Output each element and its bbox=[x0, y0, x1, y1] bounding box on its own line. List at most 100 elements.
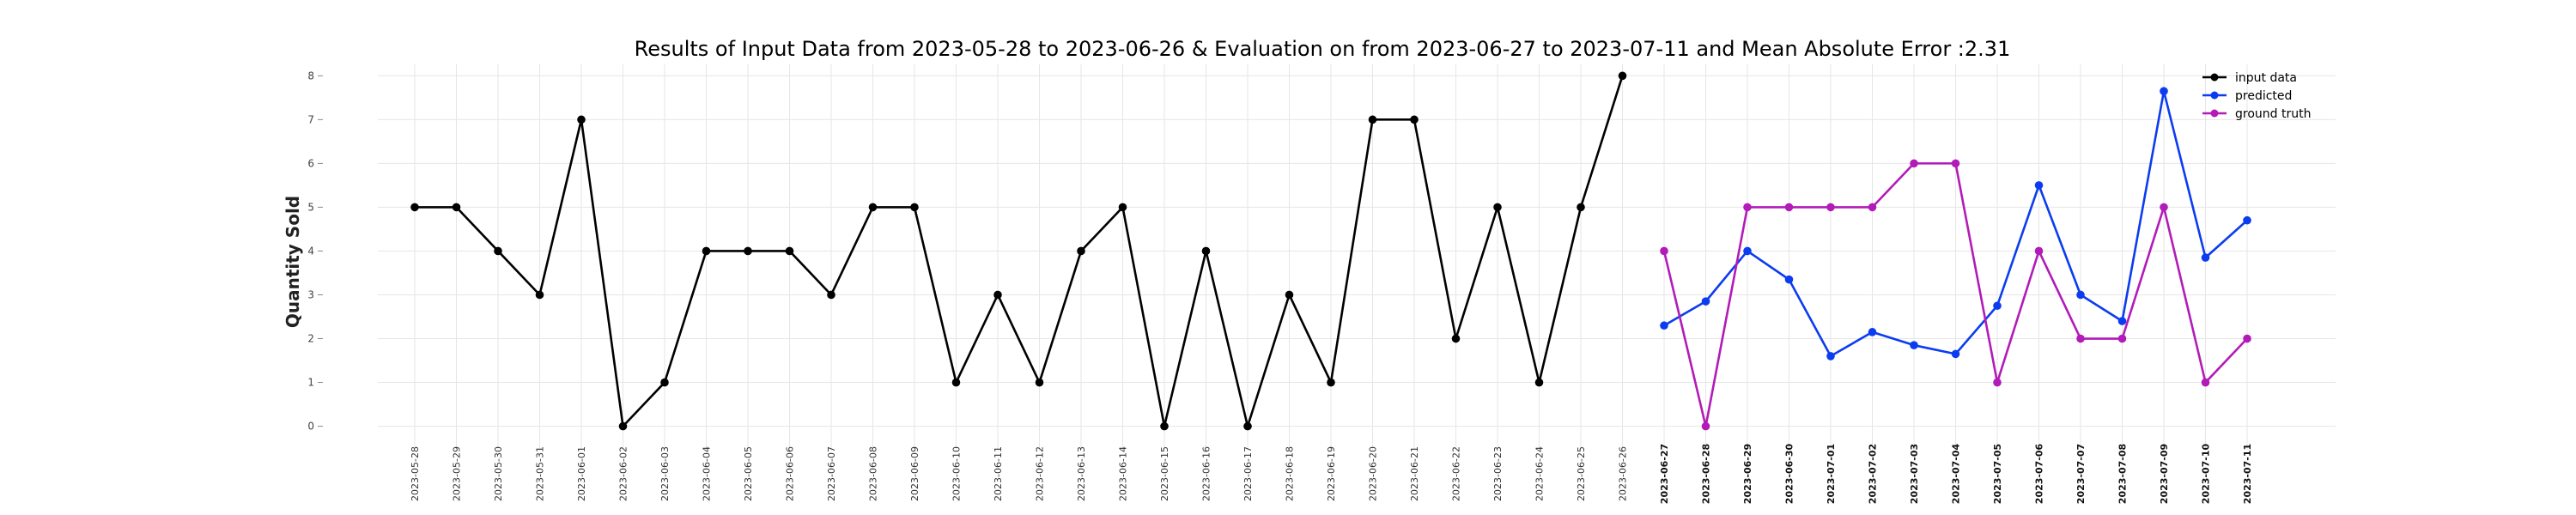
predicted-point bbox=[1743, 246, 1752, 256]
y-tick-label: 7 bbox=[307, 113, 314, 125]
input-data-point bbox=[1285, 290, 1294, 300]
input-data-point bbox=[535, 290, 544, 300]
y-axis-label: Quantity Sold bbox=[283, 196, 303, 328]
x-tick-label: 2023-06-01 bbox=[576, 446, 587, 501]
input-data-point bbox=[785, 246, 794, 256]
predicted-point bbox=[2117, 317, 2127, 325]
legend-predicted-label: predicted bbox=[2235, 89, 2292, 103]
input-data-point bbox=[1410, 115, 1419, 124]
input-data-line bbox=[415, 75, 1624, 427]
x-tick-label: 2023-06-08 bbox=[868, 446, 879, 501]
x-axis: 2023-05-28 2023-05-29 2023-05-30 2023-05-31… bbox=[410, 443, 2253, 504]
x-tick-label: 2023-07-03 bbox=[1909, 444, 1920, 504]
y-tick-label: 8 bbox=[307, 70, 314, 82]
x-tick-label: 2023-06-09 bbox=[909, 446, 920, 501]
x-tick-label: 2023-06-11 bbox=[993, 446, 1004, 501]
input-data-point bbox=[1493, 203, 1502, 212]
x-tick-label: 2023-06-29 bbox=[1742, 444, 1753, 504]
legend-input-data-marker bbox=[2210, 73, 2219, 82]
predicted-point bbox=[1993, 301, 2002, 311]
predicted-point bbox=[2201, 253, 2210, 262]
series bbox=[410, 71, 2251, 431]
x-tick-label: 2023-06-21 bbox=[1409, 446, 1420, 501]
input-data-point bbox=[660, 378, 669, 387]
x-tick-label: 2023-06-02 bbox=[618, 446, 629, 501]
ground-truth-point bbox=[1868, 203, 1877, 212]
input-data-point bbox=[1077, 246, 1085, 256]
ground-truth-point bbox=[2034, 246, 2044, 256]
ground-truth-point bbox=[1701, 421, 1710, 431]
predicted-point bbox=[1868, 328, 1877, 336]
ground-truth-point bbox=[1951, 159, 1960, 168]
input-data-point bbox=[452, 203, 461, 212]
legend-ground-truth-label: ground truth bbox=[2235, 107, 2311, 121]
x-tick-label: 2023-07-02 bbox=[1868, 444, 1879, 504]
x-tick-label: 2023-06-20 bbox=[1368, 446, 1379, 501]
predicted-point bbox=[1951, 349, 1960, 359]
x-tick-label: 2023-06-23 bbox=[1492, 446, 1504, 501]
x-tick-label: 2023-07-08 bbox=[2117, 444, 2129, 504]
predicted-point bbox=[2160, 87, 2168, 95]
x-tick-label: 2023-07-11 bbox=[2242, 444, 2253, 504]
x-tick-label: 2023-06-16 bbox=[1201, 446, 1212, 501]
input-data-point bbox=[1534, 378, 1544, 387]
ground-truth-point bbox=[1910, 159, 1918, 168]
x-tick-label: 2023-07-09 bbox=[2159, 444, 2170, 504]
input-data-point bbox=[1327, 378, 1335, 387]
x-tick-label: 2023-07-01 bbox=[1826, 444, 1837, 504]
x-tick-label: 2023-05-28 bbox=[410, 446, 421, 501]
ground-truth-point bbox=[1743, 203, 1752, 212]
input-data-point bbox=[951, 378, 961, 387]
x-tick-label: 2023-06-12 bbox=[1035, 446, 1046, 501]
input-data-point bbox=[702, 246, 711, 256]
x-tick-label: 2023-07-10 bbox=[2201, 443, 2212, 504]
predicted-point bbox=[1701, 297, 1710, 306]
y-tick-label: 4 bbox=[307, 245, 314, 257]
ground-truth-point bbox=[2076, 334, 2085, 343]
x-tick-label: 2023-07-04 bbox=[1951, 443, 1962, 504]
x-tick-label: 2023-06-14 bbox=[1118, 446, 1129, 501]
ground-truth-point bbox=[1784, 203, 1794, 212]
y-tick-label: 2 bbox=[307, 333, 314, 345]
ground-truth-point bbox=[1993, 378, 2002, 387]
input-data-point bbox=[827, 290, 835, 300]
ground-truth-point bbox=[1660, 246, 1668, 256]
input-data-point bbox=[868, 203, 878, 212]
predicted-point bbox=[1826, 352, 1835, 360]
predicted-point bbox=[1784, 275, 1794, 284]
input-data-point bbox=[910, 203, 919, 212]
input-data-point bbox=[1451, 334, 1461, 343]
y-axis: 0 1 2 3 4 5 6 7 8 bbox=[307, 70, 323, 433]
input-data-point bbox=[744, 246, 752, 256]
y-tick-label: 6 bbox=[307, 157, 314, 169]
x-tick-label: 2023-07-05 bbox=[1992, 444, 2003, 504]
x-tick-label: 2023-06-07 bbox=[826, 446, 837, 501]
input-data-point bbox=[1618, 71, 1627, 81]
predicted-point bbox=[1910, 341, 1918, 349]
legend-ground-truth-marker bbox=[2210, 109, 2219, 118]
ground-truth-point bbox=[2160, 203, 2168, 212]
predicted-point bbox=[2076, 290, 2085, 300]
x-tick-label: 2023-06-04 bbox=[702, 446, 713, 501]
x-tick-label: 2023-06-06 bbox=[785, 446, 796, 501]
x-tick-label: 2023-06-03 bbox=[659, 446, 671, 501]
x-tick-label: 2023-06-19 bbox=[1326, 446, 1337, 501]
ground-truth-point bbox=[2243, 334, 2251, 343]
input-data-point bbox=[618, 421, 628, 431]
x-tick-label: 2023-06-27 bbox=[1659, 444, 1670, 504]
input-data-point bbox=[1577, 203, 1585, 212]
legend-predicted-marker bbox=[2210, 91, 2219, 100]
x-tick-label: 2023-06-25 bbox=[1576, 446, 1587, 501]
x-tick-label: 2023-06-30 bbox=[1784, 443, 1795, 504]
x-tick-label: 2023-06-28 bbox=[1701, 444, 1712, 504]
ground-truth-point bbox=[1826, 203, 1835, 212]
predicted-point bbox=[2034, 181, 2044, 190]
input-data-point bbox=[993, 290, 1002, 300]
predicted-point bbox=[2243, 215, 2251, 225]
x-tick-label: 2023-05-29 bbox=[452, 446, 463, 501]
y-tick-label: 3 bbox=[307, 288, 314, 300]
y-tick-label: 0 bbox=[307, 421, 314, 433]
x-tick-label: 2023-06-26 bbox=[1618, 446, 1629, 501]
